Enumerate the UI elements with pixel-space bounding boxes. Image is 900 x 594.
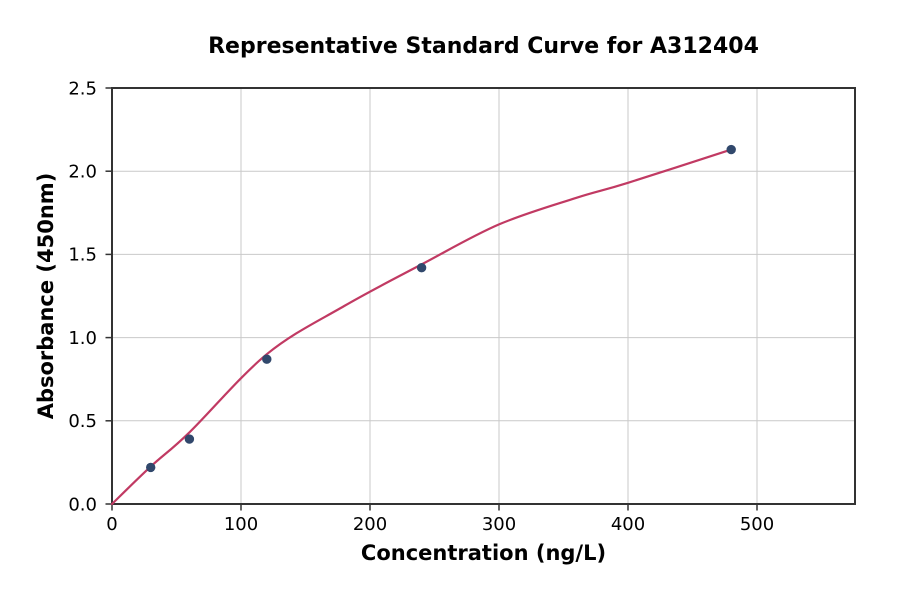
chart-title: Representative Standard Curve for A31240… [208,34,759,59]
y-tick-label: 2.0 [68,162,97,183]
x-tick-label: 100 [224,514,258,535]
x-tick-label: 0 [106,514,117,535]
x-tick-label: 500 [740,514,774,535]
data-point [262,354,272,364]
data-point [726,144,736,155]
y-tick-label: 0.5 [68,411,97,432]
fit-curve [110,148,733,506]
y-tick-label: 1.0 [68,328,97,349]
plot-frame [111,87,856,505]
data-point [146,462,156,473]
x-axis-label: Concentration (ng/L) [360,541,607,565]
x-tick-label: 300 [482,514,516,535]
y-tick-label: 1.5 [68,245,97,266]
data-point [184,434,195,444]
y-tick-label: 2.5 [68,78,97,99]
x-tick-label: 200 [353,514,387,535]
y-tick-label: 0.0 [68,494,97,515]
x-tick-label: 400 [611,514,645,535]
data-point [416,263,427,273]
